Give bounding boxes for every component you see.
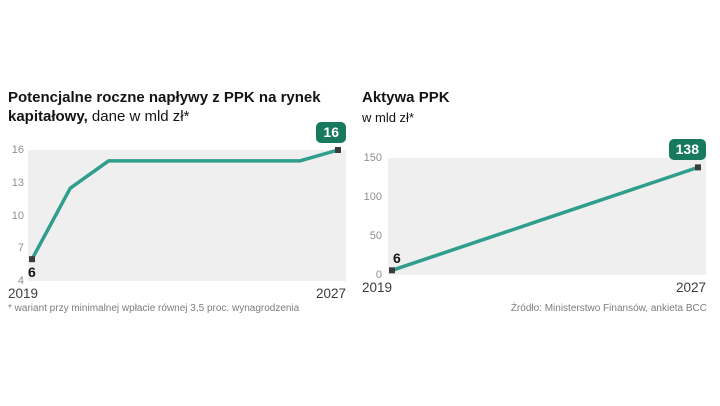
end-point-marker xyxy=(695,164,701,171)
y-axis-tick-labels: 16 13 10 7 4 xyxy=(6,144,28,287)
footnote-source: Źródło: Ministerstwo Finansów, ankieta B… xyxy=(510,303,707,314)
chart-subtitle-inline: dane w mld zł* xyxy=(87,108,190,126)
chart-title-bold: Potencjalne roczne napływy z PPK na ryne… xyxy=(8,89,321,126)
x-axis-label-end: 2027 xyxy=(675,280,706,296)
x-axis-label-start: 2019 xyxy=(8,286,39,302)
y-tick-label: 150 xyxy=(363,152,382,165)
end-point-marker xyxy=(335,147,341,154)
start-point-marker xyxy=(29,256,35,263)
chart-ppk-assets: Aktywa PPK w mld zł* 150 100 50 0 6 138 201… xyxy=(362,88,708,295)
data-line xyxy=(30,148,340,262)
x-axis-labels: 2019 2027 xyxy=(362,280,706,295)
y-tick-label: 13 xyxy=(11,176,24,189)
y-tick-label: 10 xyxy=(11,209,24,222)
plot-area xyxy=(388,158,706,276)
start-point-marker xyxy=(389,267,395,274)
end-value-badge: 138 xyxy=(668,139,706,161)
chart-title-bold: Aktywa PPK xyxy=(362,89,450,106)
start-value-label: 6 xyxy=(28,264,36,281)
end-value-badge: 16 xyxy=(316,122,346,144)
y-tick-label: 16 xyxy=(11,144,24,157)
x-axis-label-end: 2027 xyxy=(315,286,346,302)
x-axis-label-start: 2019 xyxy=(362,280,393,296)
data-line xyxy=(390,165,700,273)
plot-wrap: 16 13 10 7 4 6 16 xyxy=(12,122,346,287)
chart-ppk-inflows: Potencjalne roczne napływy z PPK na ryne… xyxy=(8,88,353,301)
y-tick-label: 0 xyxy=(375,269,382,282)
y-tick-label: 7 xyxy=(17,242,24,255)
y-tick-label: 4 xyxy=(17,275,24,288)
chart-title: Aktywa PPK xyxy=(362,88,708,107)
x-axis-labels: 2019 2027 xyxy=(8,286,346,301)
plot-wrap: 150 100 50 0 6 138 xyxy=(364,139,706,281)
chart-title: Potencjalne roczne napływy z PPK na ryne… xyxy=(8,88,353,126)
footnote-variant: * wariant przy minimalnej wpłacie równej… xyxy=(8,303,300,314)
y-axis-tick-labels: 150 100 50 0 xyxy=(362,152,386,281)
y-tick-label: 100 xyxy=(363,191,382,204)
chart-subtitle: w mld zł* xyxy=(362,110,415,126)
start-value-label: 6 xyxy=(393,250,401,267)
y-tick-label: 50 xyxy=(369,230,382,243)
plot-area xyxy=(28,147,346,282)
